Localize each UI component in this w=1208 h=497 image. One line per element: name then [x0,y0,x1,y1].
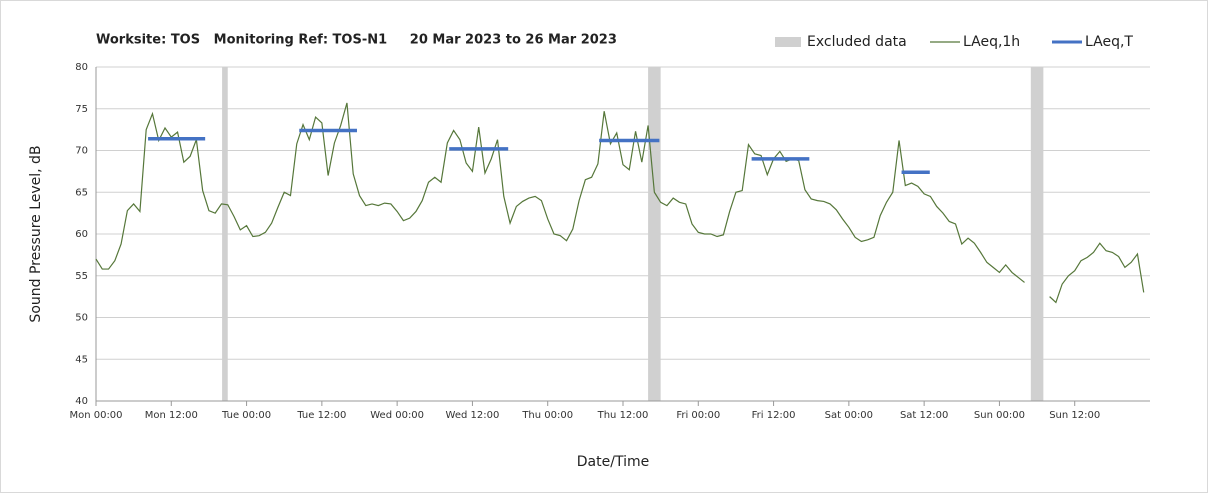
x-tick-label: Mon 12:00 [145,410,198,421]
y-tick-label: 60 [75,229,88,240]
excluded-band [1030,67,1044,401]
x-tick-label: Tue 12:00 [296,410,346,421]
y-tick-label: 65 [75,187,88,198]
legend-label: Excluded data [807,34,907,50]
x-tick-label: Sat 12:00 [900,410,948,421]
series-line [1049,242,1145,304]
excluded-band [222,67,228,401]
y-tick-label: 55 [75,271,88,282]
legend-label: LAeq,1h [963,34,1020,50]
x-tick-label: Sun 00:00 [974,410,1025,421]
y-tick-label: 75 [75,104,88,115]
legend-label: LAeq,T [1085,34,1133,50]
x-tick-label: Thu 12:00 [597,410,649,421]
x-tick-label: Tue 00:00 [221,410,271,421]
y-tick-label: 70 [75,146,88,157]
x-tick-label: Thu 00:00 [521,410,573,421]
y-tick-label: 40 [75,396,88,407]
x-tick-label: Wed 12:00 [446,410,500,421]
chart-title: Worksite: TOS Monitoring Ref: TOS-N1 20 … [96,33,617,48]
legend-swatch [775,37,801,47]
x-tick-label: Fri 12:00 [752,410,796,421]
excluded-band [648,67,661,401]
y-axis-label: Sound Pressure Level, dB [28,145,44,322]
x-tick-label: Sun 12:00 [1049,410,1100,421]
x-tick-label: Wed 00:00 [370,410,424,421]
y-tick-label: 80 [75,62,88,73]
series-line [95,102,1025,283]
y-tick-label: 45 [75,354,88,365]
y-tick-label: 50 [75,313,88,324]
x-tick-label: Sat 00:00 [825,410,873,421]
x-tick-label: Fri 00:00 [676,410,720,421]
x-axis-label: Date/Time [577,454,649,470]
x-tick-label: Mon 00:00 [69,410,122,421]
